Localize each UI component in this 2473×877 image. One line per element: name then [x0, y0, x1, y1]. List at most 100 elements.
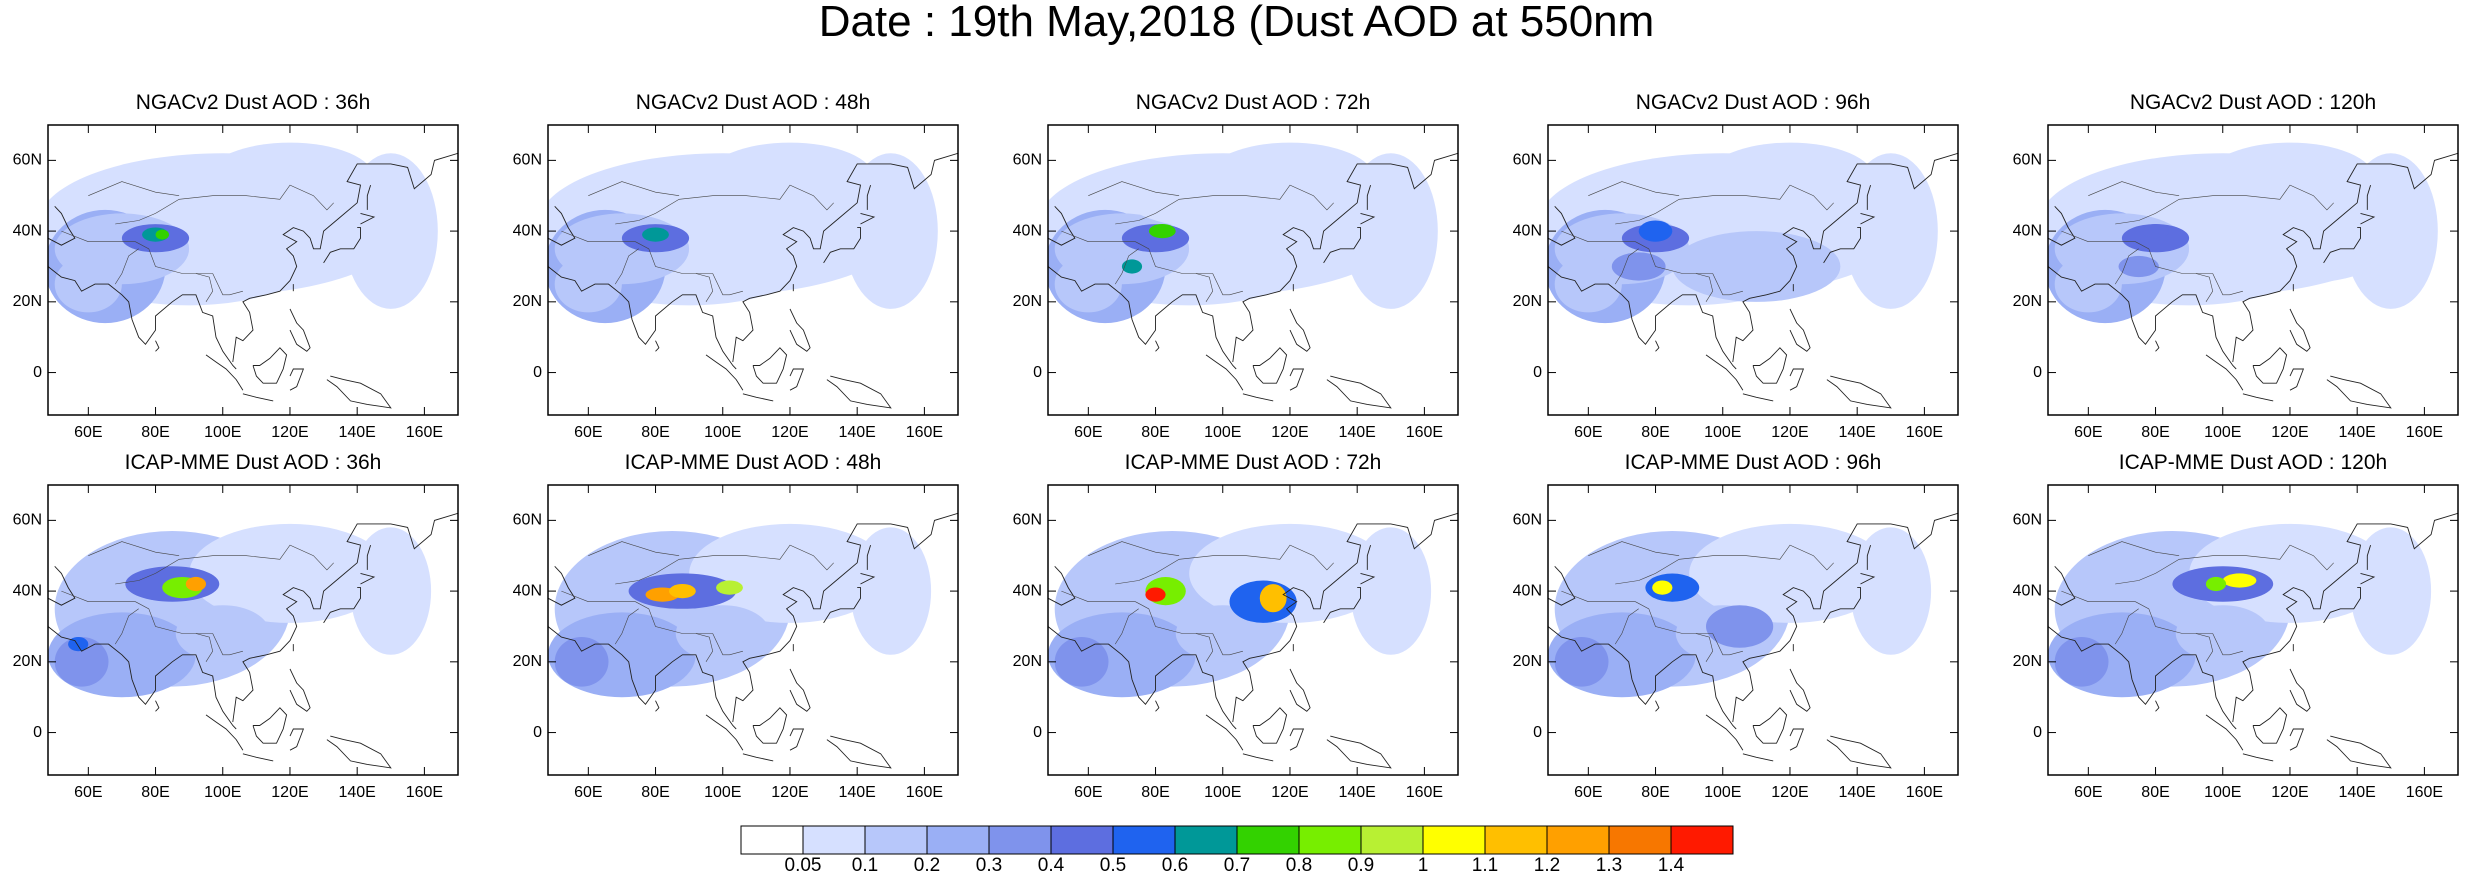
coastline [252, 347, 288, 384]
coastline [823, 227, 861, 264]
colorbar-swatch [1360, 825, 1424, 855]
coastline [548, 266, 737, 370]
dust-aod-region [1054, 637, 1109, 687]
coastline [1155, 340, 1160, 352]
coastline [1789, 308, 1811, 352]
map-panel: 0 20N 40N 60N 60E 80E 100E 120E 140E 160E [513, 124, 959, 441]
lon-tick-label: 140E [1838, 784, 1875, 801]
lat-tick-label: 40N [13, 582, 42, 599]
country-border [1212, 633, 1243, 656]
lat-tick-label: 0 [1033, 364, 1042, 381]
map-frame [547, 124, 959, 416]
dust-aod-region [1343, 153, 1438, 309]
lon-tick-label: 120E [771, 784, 808, 801]
coastline [1752, 707, 1788, 744]
country-border [1212, 273, 1243, 296]
figure-title: Date : 19th May,2018 (Dust AOD at 550nm [818, 0, 1655, 46]
dust-aod-region [1259, 584, 1287, 613]
lon-tick-label: 100E [204, 424, 241, 441]
lon-tick-label: 120E [271, 424, 308, 441]
coastline [326, 375, 392, 409]
country-border [1614, 248, 1639, 285]
coastline [789, 668, 811, 712]
colorbar-swatch [988, 825, 1052, 855]
lat-tick-label: 60N [13, 152, 42, 169]
country-border [2061, 590, 2213, 634]
lat-tick-label: 0 [33, 364, 42, 381]
map-panel: 0 20N 40N 60N 60E 80E 100E 120E 140E 160E [513, 484, 959, 801]
country-border [1588, 541, 1680, 556]
lon-tick-label: 140E [838, 784, 875, 801]
dust-aod-region [1843, 153, 1938, 309]
lat-tick-label: 0 [533, 724, 542, 741]
colorbar-label: 0.6 [1161, 855, 1189, 876]
lon-tick-label: 140E [1338, 784, 1375, 801]
coastline [1860, 212, 1876, 225]
coastline [1048, 565, 1076, 606]
dust-aod-region [2175, 605, 2270, 662]
coastline [242, 393, 274, 402]
coastline [1823, 587, 1861, 624]
coastline [2252, 347, 2288, 384]
coastline [2232, 152, 2458, 363]
dust-aod-region [1148, 224, 1176, 239]
dust-aod-region [2054, 255, 2122, 313]
dust-aod-region [185, 576, 206, 592]
country-border [2088, 541, 2180, 556]
dust-aod-region [1638, 220, 1673, 242]
colorbar-label: 0.1 [851, 855, 879, 876]
country-border [1615, 184, 1834, 225]
lat-tick-label: 20N [13, 653, 42, 670]
coastline [705, 714, 744, 751]
lon-tick-label: 100E [1204, 784, 1241, 801]
coastline [1289, 308, 1311, 352]
country-border [1061, 590, 1213, 634]
country-border [1712, 633, 1743, 656]
lon-tick-label: 80E [1141, 424, 1169, 441]
lon-tick-label: 60E [2074, 784, 2102, 801]
coastline [1860, 572, 1876, 585]
coastline [866, 184, 872, 210]
country-border [195, 273, 214, 302]
lat-tick-label: 0 [1033, 724, 1042, 741]
coastline [205, 714, 244, 751]
map-frame [1047, 124, 1459, 416]
coastline [252, 707, 288, 744]
country-border [88, 181, 180, 196]
lon-tick-label: 100E [1704, 424, 1741, 441]
country-border [2212, 633, 2243, 656]
lon-tick-label: 120E [1271, 424, 1308, 441]
country-border [1088, 541, 1180, 556]
dust-aod-region [554, 637, 609, 687]
country-border [2115, 544, 2334, 585]
coastline [655, 700, 660, 712]
country-border [1114, 248, 1139, 285]
coastline [2289, 368, 2305, 391]
lon-tick-label: 60E [1574, 424, 1602, 441]
colorbar-swatch [1608, 825, 1672, 855]
colorbar-swatch [1112, 825, 1176, 855]
country-border [588, 181, 680, 196]
lon-tick-label: 120E [271, 784, 308, 801]
lon-tick-label: 140E [338, 424, 375, 441]
coastline [242, 753, 274, 762]
coastline [155, 700, 160, 712]
country-border [1561, 590, 1713, 634]
lat-tick-label: 20N [1513, 653, 1542, 670]
country-border [615, 544, 834, 585]
country-border [1614, 608, 1639, 645]
coastline [826, 375, 892, 409]
lon-tick-label: 60E [74, 424, 102, 441]
coastline [742, 753, 774, 762]
dust-aod-region [2054, 637, 2109, 687]
dust-aod-region [175, 605, 270, 662]
lon-tick-label: 160E [406, 784, 443, 801]
dust-aod-region [843, 153, 938, 309]
lon-tick-label: 140E [1338, 424, 1375, 441]
lat-tick-label: 20N [13, 293, 42, 310]
coastline [289, 368, 305, 391]
lon-tick-label: 120E [771, 424, 808, 441]
lat-tick-label: 20N [2013, 293, 2042, 310]
coastline [1360, 212, 1376, 225]
lon-tick-label: 60E [574, 784, 602, 801]
